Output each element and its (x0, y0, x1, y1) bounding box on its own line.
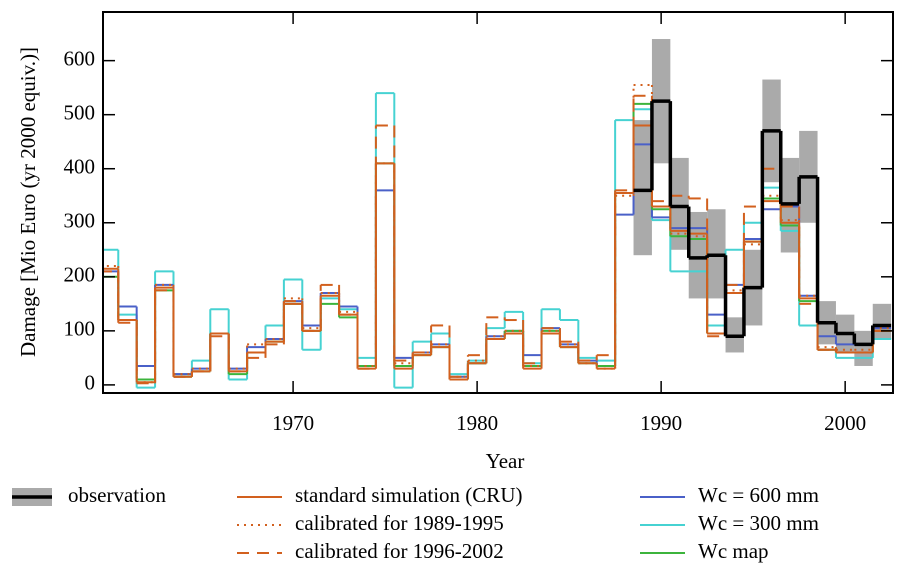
legend-label: standard simulation (CRU) (295, 483, 522, 507)
y-tick-label: 500 (64, 100, 96, 124)
legend-label: observation (68, 483, 166, 507)
legend-label: Wc map (698, 539, 769, 563)
uncertainty-band (670, 157, 689, 250)
x-axis-label: Year (486, 449, 525, 473)
y-axis-label: Damage [Mio Euro (yr 2000 equiv.)] (16, 47, 40, 357)
y-tick-label: 300 (64, 209, 96, 233)
legend-label: Wc = 300 mm (698, 511, 819, 535)
y-tick-label: 400 (64, 155, 96, 179)
legend: Wc = 300 mm Wc = 600 mm Wc map calibrated f… (12, 483, 819, 563)
uncertainty-band (872, 303, 892, 339)
legend-label: calibrated for 1989-1995 (295, 511, 504, 535)
y-tick-label: 0 (85, 371, 96, 395)
plot-frame (102, 11, 894, 394)
legend-label: calibrated for 1996-2002 (295, 539, 504, 563)
y-tick-label: 600 (64, 46, 96, 70)
axes: 0 100 200 300 400 500 600 1970 1980 1990 2000 (64, 12, 893, 435)
x-tick-label: 2000 (824, 411, 866, 435)
x-tick-label: 1980 (456, 411, 498, 435)
legend-label: Wc = 600 mm (698, 483, 819, 507)
x-tick-label: 1990 (640, 411, 682, 435)
x-tick-label: 1970 (272, 411, 314, 435)
y-tick-label: 100 (64, 317, 96, 341)
uncertainty-band (688, 211, 708, 299)
uncertainty-band (633, 120, 652, 256)
plot-area (103, 39, 892, 389)
y-tick-label: 200 (64, 263, 96, 287)
uncertainty-band (854, 330, 873, 366)
